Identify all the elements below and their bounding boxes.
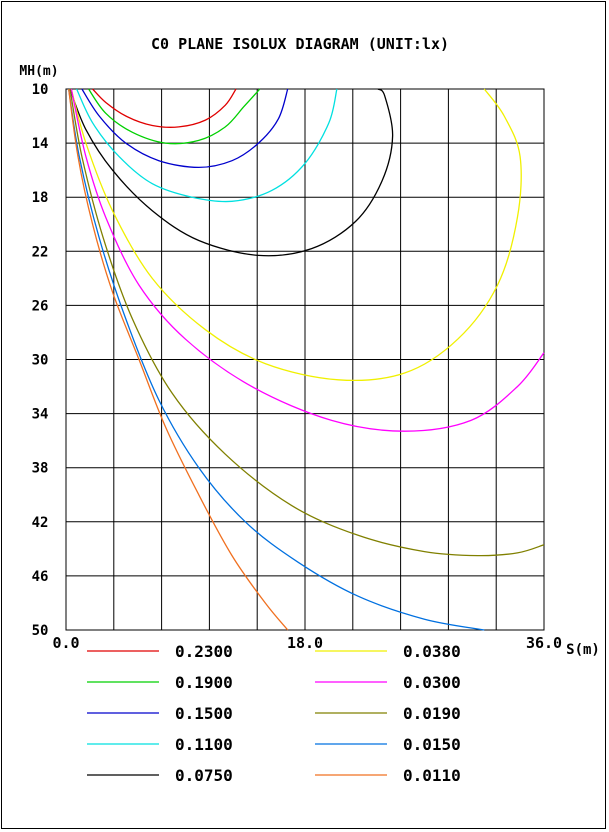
isolux-curve-0.0380 xyxy=(70,88,522,382)
y-axis-label: MH(m) xyxy=(19,64,58,79)
isolux-curve-0.1100 xyxy=(76,88,338,203)
tick-labels: 10 14 18 22 26 30 34 38 42 46 500.0 18.0 36.0 xyxy=(32,82,562,652)
isolux-curve-0.1500 xyxy=(81,88,289,169)
legend-entry: 0.0300 xyxy=(315,673,461,692)
legend-entry: 0.1100 xyxy=(87,735,233,754)
isolux-curve-0.0150 xyxy=(68,88,485,631)
legend-entry: 0.0190 xyxy=(315,704,461,723)
legend-entry: 0.0150 xyxy=(315,735,461,754)
isolux-curve-0.0300 xyxy=(70,88,545,432)
x-tick-label: 36.0 xyxy=(526,634,562,652)
y-tick-label: 22 xyxy=(32,244,49,260)
legend-label: 0.0380 xyxy=(403,642,461,661)
legend-entry: 0.0110 xyxy=(315,766,461,785)
y-tick-label: 18 xyxy=(32,190,49,206)
legend-label: 0.0750 xyxy=(175,766,233,785)
legend-entry: 0.1900 xyxy=(87,673,233,692)
y-tick-label: 46 xyxy=(32,569,49,585)
isolux-curve-0.1900 xyxy=(88,88,261,145)
chart-title: C0 PLANE ISOLUX DIAGRAM (UNIT:lx) xyxy=(151,35,449,53)
legend-label: 0.0110 xyxy=(403,766,461,785)
legend-label: 0.0190 xyxy=(403,704,461,723)
grid xyxy=(65,88,545,631)
x-tick-label: 18.0 xyxy=(287,634,323,652)
legend-label: 0.0300 xyxy=(403,673,461,692)
y-tick-label: 10 xyxy=(32,82,49,98)
x-tick-label: 0.0 xyxy=(52,634,79,652)
isolux-curve-0.2300 xyxy=(92,88,237,128)
isolux-curve-0.0110 xyxy=(68,88,289,631)
legend-entry: 0.0750 xyxy=(87,766,233,785)
y-tick-label: 34 xyxy=(32,407,49,423)
y-tick-label: 30 xyxy=(32,353,49,369)
y-tick-label: 26 xyxy=(32,298,49,314)
legend: 0.2300 0.1900 0.1500 0.1100 0.0750 0.0380 0.03… xyxy=(87,642,461,785)
legend-entry: 0.0380 xyxy=(315,642,461,661)
x-axis-label: S(m) xyxy=(566,642,600,658)
legend-label: 0.1500 xyxy=(175,704,233,723)
y-tick-label: 38 xyxy=(32,461,49,477)
curves xyxy=(68,88,545,631)
legend-entry: 0.2300 xyxy=(87,642,233,661)
isolux-curve-0.0190 xyxy=(69,88,545,557)
legend-label: 0.2300 xyxy=(175,642,233,661)
y-tick-label: 50 xyxy=(32,623,49,639)
y-tick-label: 42 xyxy=(32,515,49,531)
y-tick-label: 14 xyxy=(32,136,49,152)
legend-label: 0.0150 xyxy=(403,735,461,754)
legend-label: 0.1100 xyxy=(175,735,233,754)
legend-entry: 0.1500 xyxy=(87,704,233,723)
isolux-curve-0.0750 xyxy=(69,88,394,257)
legend-label: 0.1900 xyxy=(175,673,233,692)
